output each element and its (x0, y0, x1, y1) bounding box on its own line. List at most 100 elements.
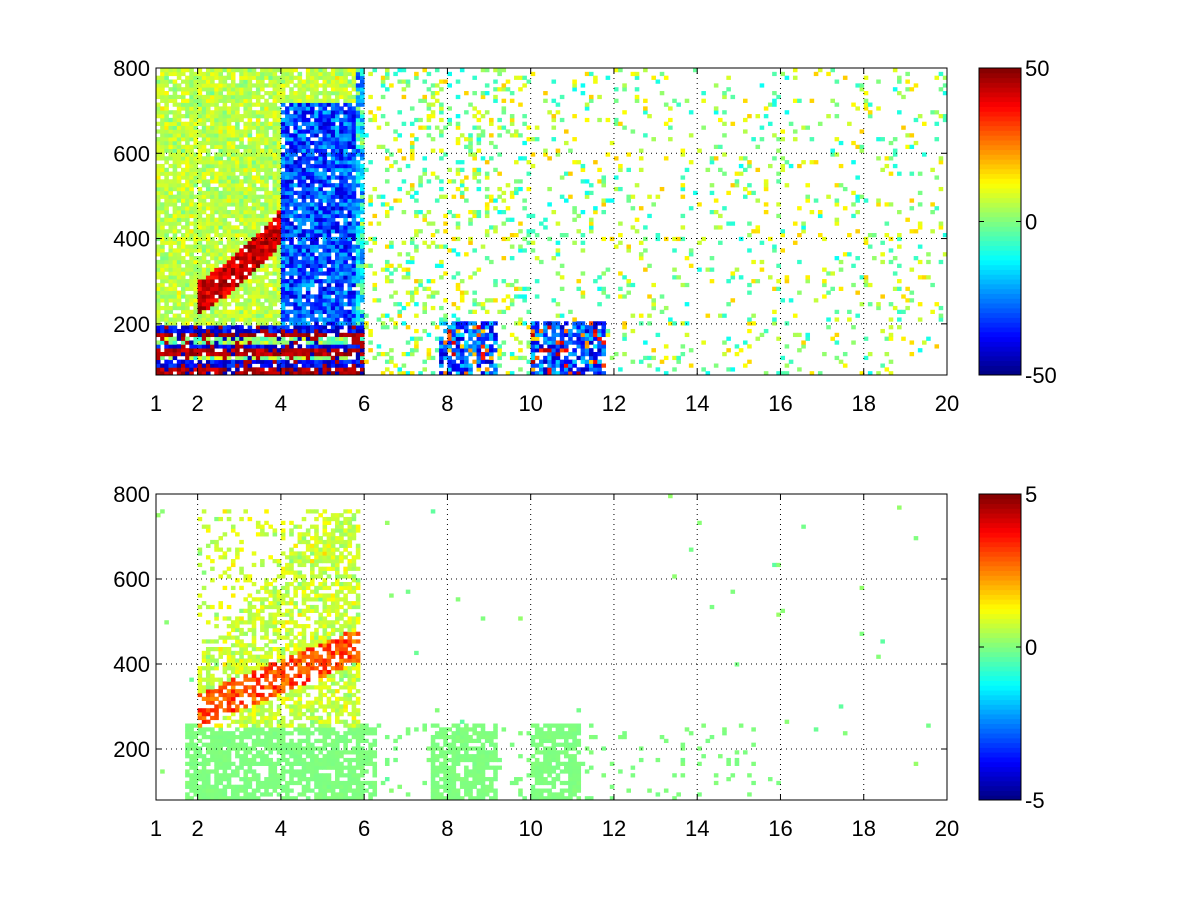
heatmap-cell (509, 371, 515, 376)
heatmap-cell (335, 167, 340, 173)
heatmap-cell (168, 256, 174, 261)
heatmap-cell (214, 371, 219, 376)
heatmap-cell (576, 344, 582, 349)
heatmap-cell (551, 367, 557, 372)
heatmap-cell (230, 317, 236, 322)
heatmap-cell (255, 286, 261, 291)
heatmap-cell (359, 344, 365, 349)
heatmap-cell (230, 117, 236, 123)
heatmap-cell (422, 328, 427, 334)
heatmap-cell (518, 348, 523, 353)
heatmap-cell (414, 198, 419, 203)
heatmap-cell (489, 121, 494, 126)
heatmap-cell (572, 371, 577, 376)
heatmap-cell (289, 190, 294, 196)
heatmap-cell (384, 87, 390, 92)
heatmap-cell (197, 332, 203, 338)
heatmap-cell (280, 271, 286, 276)
heatmap-cell (272, 344, 278, 349)
heatmap-cell (197, 117, 203, 123)
heatmap-cell (389, 348, 394, 353)
heatmap-cell (214, 259, 219, 265)
heatmap-cell (776, 94, 781, 100)
heatmap-cell (347, 294, 353, 299)
heatmap-cell (285, 256, 290, 261)
heatmap-cell (455, 282, 461, 288)
heatmap-cell (718, 117, 723, 123)
heatmap-cell (430, 305, 436, 311)
heatmap-cell (310, 175, 315, 180)
heatmap-cell (447, 325, 452, 330)
heatmap-cell (205, 163, 211, 169)
heatmap-cell (347, 183, 353, 188)
heatmap-cell (355, 305, 361, 311)
heatmap-cell (251, 298, 257, 303)
heatmap-cell (551, 325, 557, 330)
heatmap-cell (201, 110, 207, 115)
heatmap-cell (164, 140, 169, 146)
heatmap-cell (226, 240, 232, 245)
heatmap-cell (293, 133, 298, 138)
heatmap-cell (214, 102, 219, 107)
heatmap-cell (493, 371, 498, 376)
heatmap-cell (422, 156, 427, 161)
heatmap-cell (330, 202, 336, 207)
heatmap-cell (776, 263, 781, 268)
heatmap-cell (210, 305, 215, 311)
heatmap-cell (305, 125, 311, 130)
heatmap-cell (189, 344, 194, 349)
heatmap-cell (201, 106, 207, 111)
heatmap-cell (247, 248, 253, 253)
heatmap-cell (426, 332, 432, 338)
heatmap-cell (414, 313, 419, 318)
heatmap-cell (268, 328, 273, 334)
heatmap-cell (164, 367, 169, 372)
heatmap-cell (280, 298, 286, 303)
heatmap-cell (580, 240, 586, 245)
heatmap-cell (326, 117, 332, 123)
heatmap-cell (593, 279, 598, 284)
heatmap-cell (180, 79, 186, 84)
heatmap-cell (693, 68, 698, 73)
heatmap-cell (185, 163, 190, 169)
heatmap-cell (584, 351, 590, 357)
heatmap-cell (713, 106, 719, 111)
heatmap-cell (251, 148, 257, 153)
heatmap-cell (347, 313, 353, 318)
heatmap-cell (522, 286, 527, 291)
heatmap-cell (355, 110, 361, 115)
heatmap-cell (180, 275, 186, 280)
heatmap-cell (268, 309, 273, 314)
heatmap-cell (172, 194, 178, 199)
heatmap-cell (347, 202, 353, 207)
heatmap-cell (172, 317, 178, 322)
heatmap-cell (247, 68, 253, 73)
heatmap-cell (709, 156, 715, 161)
heatmap-cell (156, 129, 161, 134)
heatmap-cell (439, 186, 444, 192)
heatmap-cell (767, 275, 773, 280)
heatmap-cell (243, 175, 248, 180)
heatmap-cell (543, 325, 548, 330)
heatmap-cell (339, 313, 344, 318)
heatmap-cell (459, 190, 465, 196)
heatmap-cell (168, 144, 174, 149)
heatmap-cell (222, 328, 228, 334)
heatmap-cell (634, 87, 640, 92)
heatmap-cell (264, 144, 269, 149)
heatmap-cell (293, 325, 298, 330)
heatmap-cell (226, 263, 232, 268)
heatmap-cell (243, 125, 248, 130)
heatmap-cell (210, 167, 215, 173)
heatmap-cell (418, 117, 423, 123)
heatmap-cell (643, 133, 648, 138)
heatmap-cell (193, 275, 199, 280)
heatmap-cell (189, 244, 194, 249)
heatmap-cell (314, 190, 319, 196)
heatmap-cell (547, 344, 552, 349)
heatmap-cell (260, 133, 265, 138)
heatmap-cell (618, 221, 623, 226)
heatmap-cell (447, 359, 452, 364)
heatmap-cell (272, 355, 278, 361)
heatmap-cell (176, 94, 182, 100)
